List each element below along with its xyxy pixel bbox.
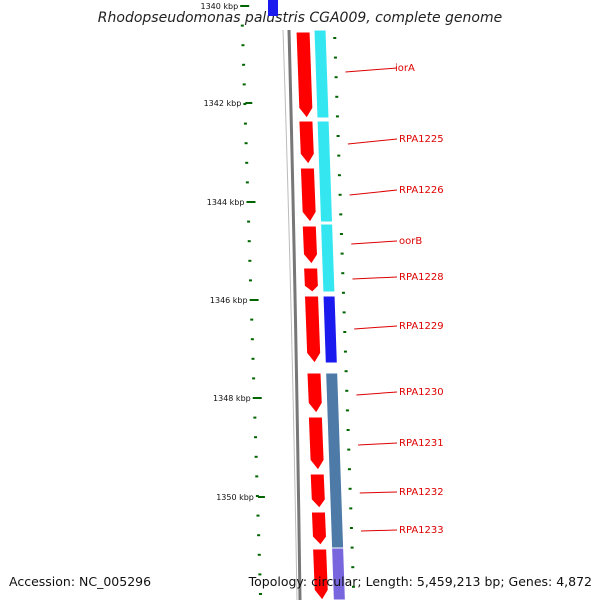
gene-label: RPA1230 (399, 387, 444, 398)
scale-label: 1346 kbp (210, 296, 248, 305)
gene-label: RPA1233 (399, 525, 444, 536)
cds-arrow (306, 372, 323, 414)
backbone-outer (287, 29, 302, 600)
cds-arrow (303, 295, 322, 364)
cds-arrow (303, 267, 319, 293)
gene-connector (352, 276, 398, 280)
gene-label: RPA1228 (399, 272, 444, 283)
scale-label: 1340 kbp (200, 2, 238, 11)
gene-connector (354, 325, 398, 330)
accession-text: Accession: NC_005296 (9, 574, 152, 589)
gene-label: oorB (399, 236, 422, 247)
gene-connector (359, 491, 398, 494)
gene-label: iorA (395, 63, 415, 74)
gene-label-lines (345, 67, 398, 532)
scale-label: 1350 kbp (216, 493, 254, 502)
feature-track (313, 29, 346, 600)
gene-connector (347, 138, 398, 145)
backbone-inner (282, 29, 298, 600)
scale-label: 1348 kbp (213, 394, 251, 403)
feature-segment (313, 29, 330, 119)
cds-arrow (307, 416, 325, 471)
gene-label: RPA1232 (399, 487, 444, 498)
scale-label: 1342 kbp (204, 99, 242, 108)
top-feature-block (268, 0, 278, 16)
feature-segment (322, 295, 338, 364)
cds-arrow (299, 167, 317, 223)
genome-backbone (268, 0, 302, 600)
scale-label: 1344 kbp (207, 198, 245, 207)
gene-label: RPA1226 (399, 185, 444, 196)
gene-connector (356, 391, 398, 396)
scale-labels: 1340 kbp 1342 kbp 1344 kbp 1346 kbp 1348 kbp… (200, 2, 253, 502)
feature-segment (320, 223, 336, 293)
gene-connector (361, 529, 398, 532)
cds-arrow (312, 548, 329, 600)
gene-connector (358, 442, 398, 446)
scale-ticks (240, 5, 265, 595)
gene-label: RPA1231 (399, 438, 444, 449)
map-title: Rhodopseudomonas palustris CGA009, compl… (97, 10, 503, 26)
right-ticks (333, 37, 355, 588)
gene-label: RPA1225 (399, 134, 444, 145)
cds-arrow (310, 511, 327, 546)
forward-cds-track (295, 31, 329, 600)
cds-arrow (298, 120, 315, 165)
topology-text: Topology: circular; Length: 5,459,213 bp… (248, 574, 592, 589)
feature-segment (331, 547, 346, 600)
gene-labels: iorA RPA1225 RPA1226 oorB RPA1228 RPA1229 RPA1… (395, 63, 444, 536)
cds-arrow (301, 225, 318, 265)
cds-arrow (295, 31, 314, 119)
gene-connector (349, 189, 398, 196)
gene-connector (345, 67, 398, 73)
feature-segment (325, 372, 345, 549)
gene-label: RPA1229 (399, 321, 444, 332)
feature-segment (316, 120, 334, 223)
gene-connector (351, 240, 398, 245)
cds-arrow (309, 473, 326, 509)
